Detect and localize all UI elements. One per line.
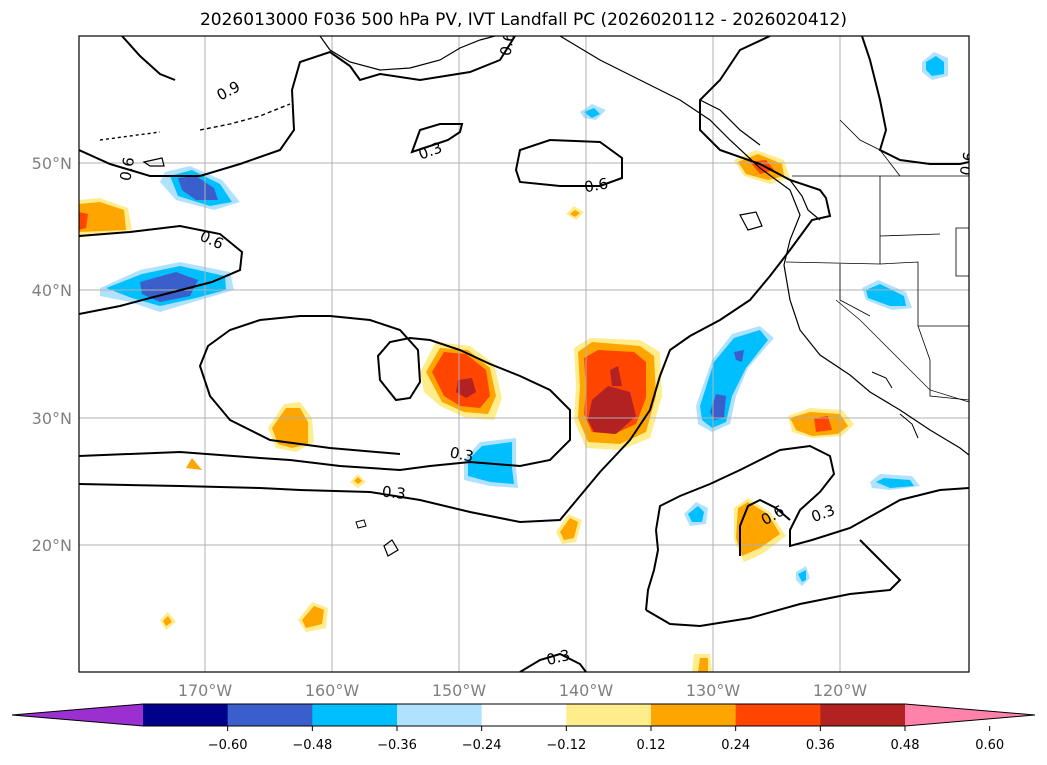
lon-label-140w: 140°W (559, 681, 614, 700)
contour-label: 0.6 (583, 174, 610, 196)
contour-label: 0.3 (448, 443, 475, 466)
lon-labels: 170°W 160°W 150°W 140°W 130°W 120°W (178, 681, 868, 700)
colorbar-cell (735, 704, 821, 726)
colorbar-extend-high (905, 704, 1035, 726)
lon-label-150w: 150°W (432, 681, 487, 700)
lon-label-120w: 120°W (813, 681, 868, 700)
colorbar-tick-label: 0.24 (721, 738, 750, 753)
shaded-fields (79, 52, 948, 672)
political-borders (785, 119, 969, 401)
colorbar-cell (820, 704, 906, 726)
colorbar-cell (312, 704, 398, 726)
contour-label: 0.3 (544, 646, 572, 669)
colorbar-tick-label: −0.12 (546, 738, 586, 753)
lat-label-20n: 20°N (32, 536, 72, 555)
pv-contours (79, 36, 969, 672)
colorbar-cell (227, 704, 313, 726)
map-frame (78, 35, 970, 673)
colorbar-tick-label: −0.60 (208, 738, 248, 753)
colorbar-cell (143, 704, 229, 726)
contour-label: 0.3 (381, 483, 407, 503)
lat-labels: 50°N 40°N 30°N 20°N (32, 154, 72, 555)
colorbar-tick-label: 0.60 (975, 738, 1004, 753)
colorbar-ticks: −0.60 −0.48 −0.36 −0.24 −0.12 0.12 0.24 0.36 0.4… (208, 726, 1004, 753)
contour-label: 0.3 (809, 501, 838, 526)
contour-label: 0.6 (496, 31, 518, 58)
colorbar-outline (11, 703, 1036, 727)
colorbar-cell (651, 704, 737, 726)
colorbar-extend-low (12, 704, 143, 726)
colorbar-cells (12, 704, 1035, 726)
coastlines (99, 36, 969, 557)
contour-label: 0.6 (957, 150, 979, 177)
map-title: 2026013000 F036 500 hPa PV, IVT Landfall… (199, 10, 847, 30)
lon-label-170w: 170°W (178, 681, 233, 700)
colorbar-tick-label: −0.36 (377, 738, 417, 753)
lat-label-50n: 50°N (32, 154, 72, 173)
contour-label-group: 0.9 0.6 0.6 0.3 0.6 0.6 0.6 0.3 0.3 0.6 … (116, 31, 979, 669)
colorbar-tick-label: 0.36 (806, 738, 835, 753)
graticule (79, 36, 969, 672)
colorbar-tick-label: 0.12 (637, 738, 666, 753)
colorbar-tick-label: 0.48 (891, 738, 920, 753)
contour-label: 0.6 (116, 156, 138, 183)
colorbar-cell (566, 704, 652, 726)
colorbar: −0.60 −0.48 −0.36 −0.24 −0.12 0.12 0.24 0.36 0.4… (11, 703, 1036, 753)
contour-label: 0.9 (214, 77, 244, 104)
colorbar-cell (481, 704, 567, 726)
lat-label-40n: 40°N (32, 281, 72, 300)
map-plot-area: 0.9 0.6 0.6 0.3 0.6 0.6 0.6 0.3 0.3 0.6 … (79, 31, 979, 672)
lon-label-160w: 160°W (305, 681, 360, 700)
colorbar-tick-label: −0.48 (292, 738, 332, 753)
lon-label-130w: 130°W (686, 681, 741, 700)
colorbar-cell (397, 704, 483, 726)
lat-label-30n: 30°N (32, 409, 72, 428)
colorbar-tick-label: −0.24 (462, 738, 502, 753)
